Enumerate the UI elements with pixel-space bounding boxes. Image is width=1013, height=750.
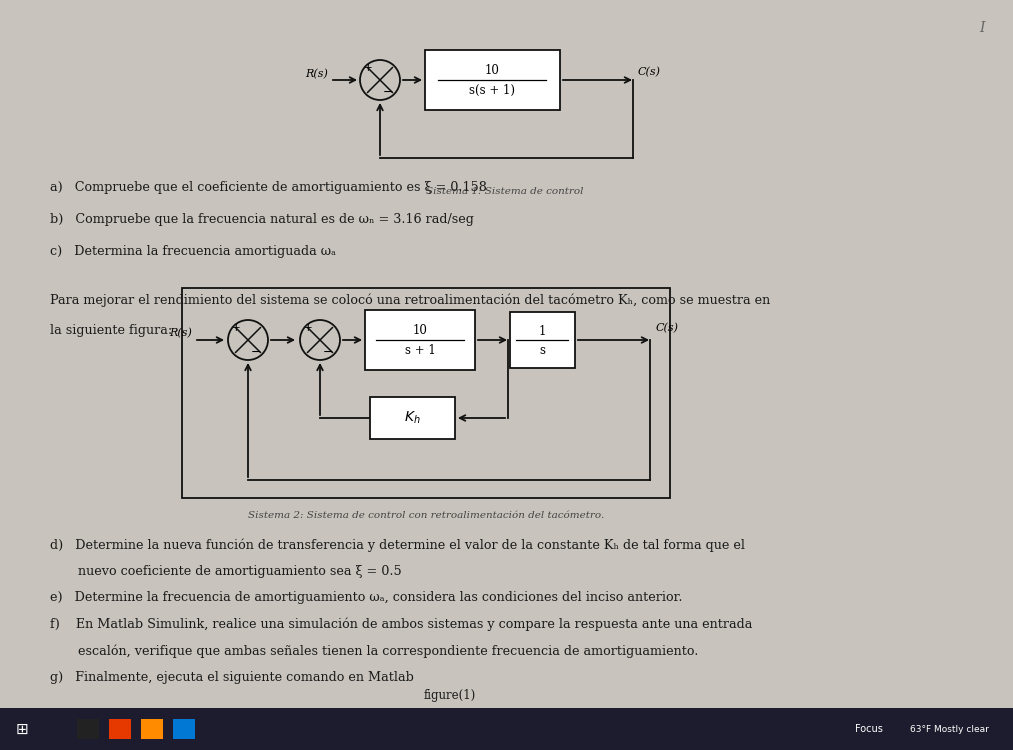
Text: −: −	[251, 346, 261, 358]
Text: −: −	[323, 346, 333, 358]
Text: +: +	[364, 63, 373, 73]
Bar	[365, 310, 475, 370]
Text: Para mejorar el rendimiento del sistema se colocó una retroalimentación del tacó: Para mejorar el rendimiento del sistema …	[50, 294, 770, 307]
Text: −: −	[383, 86, 393, 98]
Text: 10: 10	[412, 324, 427, 337]
Text: R(s): R(s)	[305, 69, 328, 80]
Text: figure(1): figure(1)	[423, 688, 476, 701]
Text: la siguiente figura:: la siguiente figura:	[50, 324, 172, 337]
Text: $K_h$: $K_h$	[404, 410, 420, 426]
Text: Sistema 2: Sistema de control con retroalimentación del tacómetro.: Sistema 2: Sistema de control con retroa…	[248, 512, 604, 520]
Text: R(s): R(s)	[169, 328, 192, 338]
Text: ⊞: ⊞	[15, 722, 28, 736]
Text: b)   Compruebe que la frecuencia natural es de ωₙ = 3.16 rad/seg: b) Compruebe que la frecuencia natural e…	[50, 213, 474, 226]
Text: g)   Finalmente, ejecuta el siguiente comando en Matlab: g) Finalmente, ejecuta el siguiente coma…	[50, 671, 414, 684]
Bar	[173, 719, 194, 739]
Text: 10: 10	[485, 64, 500, 77]
Text: Focus: Focus	[855, 724, 883, 734]
Bar	[370, 397, 455, 439]
Bar	[109, 719, 131, 739]
Text: C(s): C(s)	[656, 322, 679, 333]
Bar	[182, 288, 670, 498]
Bar	[141, 719, 163, 739]
Text: 63°F Mostly clear: 63°F Mostly clear	[910, 724, 989, 734]
Text: a)   Compruebe que el coeficiente de amortiguamiento es ξ = 0.158: a) Compruebe que el coeficiente de amort…	[50, 182, 487, 194]
Text: C(s): C(s)	[638, 67, 661, 77]
Text: +: +	[304, 323, 312, 333]
Bar	[510, 312, 575, 368]
Text: escalón, verifique que ambas señales tienen la correspondiente frecuencia de amo: escalón, verifique que ambas señales tie…	[50, 644, 698, 658]
Text: s: s	[540, 344, 545, 356]
Text: f)    En Matlab Simulink, realice una simulación de ambos sistemas y compare la : f) En Matlab Simulink, realice una simul…	[50, 618, 753, 632]
Bar	[425, 50, 560, 110]
Text: c)   Determina la frecuencia amortiguada ωₐ: c) Determina la frecuencia amortiguada ω…	[50, 244, 336, 257]
Text: s + 1: s + 1	[404, 344, 436, 357]
Text: I: I	[980, 21, 985, 35]
Bar	[0, 708, 1013, 750]
Text: +: +	[232, 323, 240, 333]
Text: e)   Determine la frecuencia de amortiguamiento ωₐ, considera las condiciones de: e) Determine la frecuencia de amortiguam…	[50, 592, 683, 604]
Text: Sistema 1: Sistema de control: Sistema 1: Sistema de control	[426, 188, 583, 196]
Text: d)   Determine la nueva función de transferencia y determine el valor de la cons: d) Determine la nueva función de transfe…	[50, 538, 745, 552]
Bar	[77, 719, 99, 739]
Text: s(s + 1): s(s + 1)	[469, 84, 516, 98]
Text: nuevo coeficiente de amortiguamiento sea ξ = 0.5: nuevo coeficiente de amortiguamiento sea…	[50, 565, 402, 578]
Text: 1: 1	[539, 325, 546, 338]
